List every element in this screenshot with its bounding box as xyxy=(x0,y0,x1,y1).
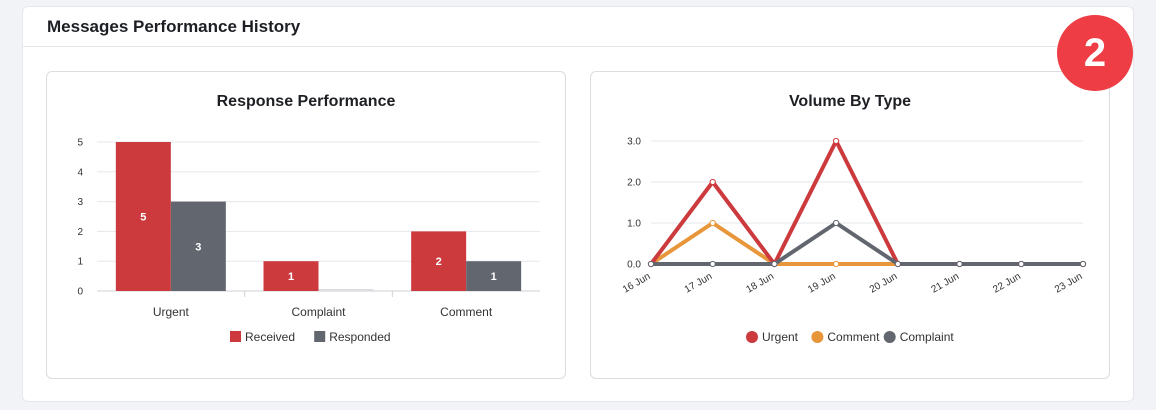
legend-label-comment: Comment xyxy=(827,330,880,344)
data-point-complaint xyxy=(894,260,901,268)
step-number-badge: 2 xyxy=(1057,15,1133,91)
x-tick-label: 19 Jun xyxy=(806,271,838,296)
bar-value-label: 1 xyxy=(288,271,294,283)
series-line-complaint xyxy=(649,221,1085,266)
x-tick-label: 20 Jun xyxy=(868,271,900,296)
y-tick-label: 0.0 xyxy=(627,260,641,271)
legend-swatch-responded xyxy=(314,331,326,342)
legend-label-received: Received xyxy=(245,330,295,344)
x-tick-label: 16 Jun xyxy=(621,271,653,296)
chart-title: Response Performance xyxy=(217,93,396,110)
data-point-complaint xyxy=(647,260,655,268)
y-tick-label: 1 xyxy=(77,257,83,268)
panel-title: Messages Performance History xyxy=(47,17,301,36)
chart-title: Volume By Type xyxy=(789,93,911,110)
data-point-urgent xyxy=(709,178,716,186)
x-tick-label: 23 Jun xyxy=(1053,271,1085,296)
x-tick-label: 18 Jun xyxy=(744,271,776,296)
y-tick-label: 5 xyxy=(77,138,83,149)
bar-received-comment xyxy=(411,231,467,291)
bar-received-urgent xyxy=(115,142,171,291)
bar-responded-complaint xyxy=(318,289,374,291)
legend-swatch-complaint xyxy=(883,331,896,343)
legend-swatch-urgent xyxy=(746,331,758,343)
panel-header: Messages Performance History xyxy=(23,7,1133,47)
y-tick-label: 1.0 xyxy=(627,219,641,230)
x-category-label: Comment xyxy=(440,305,493,319)
bar-value-label: 3 xyxy=(195,241,201,253)
bar-responded-comment xyxy=(466,261,522,291)
data-point-complaint xyxy=(709,260,716,268)
legend-label-complaint: Complaint xyxy=(900,330,955,344)
data-point-complaint xyxy=(1018,260,1025,268)
data-point-complaint xyxy=(771,260,778,268)
y-tick-label: 2.0 xyxy=(627,178,641,189)
response-performance-chart: Response Performance 0 1 2 3 4 5 5 3 Urgent 1 Compl… xyxy=(77,93,540,344)
y-tick-label: 2 xyxy=(77,227,83,238)
data-point-complaint xyxy=(833,219,840,227)
bar-value-label: 5 xyxy=(140,212,146,224)
x-category-label: Urgent xyxy=(153,305,190,319)
x-tick-label: 17 Jun xyxy=(683,271,715,296)
response-performance-card: Response Performance 0 1 2 3 4 5 5 3 Urgent 1 Compl… xyxy=(46,71,566,379)
y-tick-label: 4 xyxy=(77,167,83,178)
y-tick-label: 0 xyxy=(77,287,83,298)
x-category-label: Complaint xyxy=(291,305,346,319)
data-point-comment xyxy=(709,219,716,227)
bar-received-complaint xyxy=(263,261,319,291)
data-point-comment xyxy=(833,260,840,268)
volume-by-type-chart: Volume By Type 0.0 1.0 2.0 3.0 16 Jun 17 Jun 18… xyxy=(621,93,1087,344)
y-tick-label: 3.0 xyxy=(627,137,641,148)
data-point-urgent xyxy=(833,137,840,145)
legend-label-responded: Responded xyxy=(329,330,390,344)
bar-value-label: 2 xyxy=(436,256,442,268)
legend-swatch-received xyxy=(230,331,241,342)
bar-responded-urgent xyxy=(170,201,226,291)
bar-value-label: 1 xyxy=(491,271,497,283)
legend-swatch-comment xyxy=(811,331,824,343)
volume-by-type-card: Volume By Type 0.0 1.0 2.0 3.0 16 Jun 17 Jun 18… xyxy=(590,71,1110,379)
data-point-complaint xyxy=(956,260,963,268)
x-tick-label: 21 Jun xyxy=(930,271,962,296)
data-point-complaint xyxy=(1079,260,1087,268)
x-tick-label: 22 Jun xyxy=(991,271,1023,296)
legend-label-urgent: Urgent xyxy=(762,330,799,344)
y-tick-label: 3 xyxy=(77,197,83,208)
